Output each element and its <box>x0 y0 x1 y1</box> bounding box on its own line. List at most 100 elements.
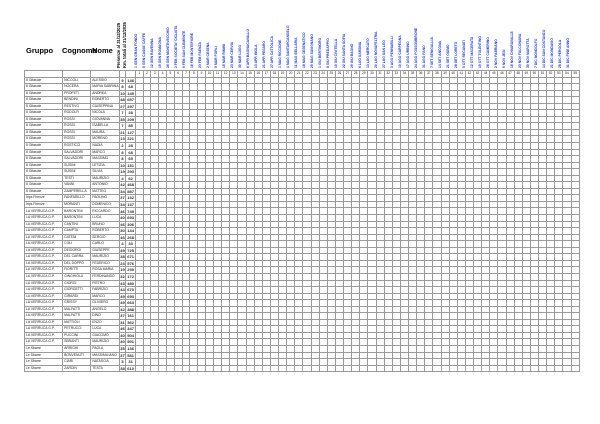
table-row: 8 Gitasole SUSINI LETIZIA 10 151 <box>23 161 580 170</box>
points-cell: 581 <box>125 351 136 360</box>
event-cell <box>570 122 580 130</box>
presenze-cell: 7 <box>118 122 127 130</box>
event-cell <box>416 364 426 373</box>
event-cell <box>173 364 183 373</box>
event-header: 7 SET SENIGALLIA <box>430 37 434 68</box>
name-cell: MATTEO <box>90 187 120 196</box>
event-cell <box>570 194 580 202</box>
event-cell <box>351 364 361 373</box>
event-cell <box>181 364 191 373</box>
event-header: 20 LUG NOVAFELTRIA <box>374 31 378 68</box>
points-cell: 587 <box>125 187 136 196</box>
group-cell: LA VERRUCA G.P. <box>23 240 64 248</box>
name-cell: LETIZIA <box>90 161 120 170</box>
event-header: 6 APR BAGNACAVALLO <box>246 28 250 68</box>
event-header: 1 MAG RICCIONE <box>278 39 282 68</box>
event-cell <box>277 364 288 373</box>
event-cell <box>204 364 215 373</box>
surname-header: Cognome <box>62 46 97 55</box>
name-cell: MARCO <box>90 148 120 157</box>
event-cell <box>570 142 580 150</box>
event-header: 4 MAG SANTARCANGELO <box>286 25 290 68</box>
event-header: 12 GEN RAVENNA <box>150 38 154 68</box>
table-row: 8 Gitasole SALVADORI MASSIMO 8 65 <box>23 155 580 163</box>
event-cell <box>204 214 215 222</box>
event-cell <box>570 364 580 373</box>
event-cell <box>562 364 572 373</box>
presenze-cell: 23 <box>118 259 127 268</box>
event-cell <box>204 155 215 163</box>
points-cell: 504 <box>125 331 136 340</box>
event-cell <box>562 194 572 202</box>
event-header: 6 GEN CASSE CAFFE <box>142 32 146 68</box>
table-row: Inps Firenze MORANTI DOMENICO 34 137 <box>23 200 580 209</box>
event-header: 24 AGO FOSSOMBRONE <box>414 27 418 68</box>
event-cell <box>204 148 215 157</box>
name-cell: ANTONIO <box>90 181 120 189</box>
presenze-cell: 40 <box>118 331 127 340</box>
event-header: 19 OTT TOLENTINO <box>478 36 482 68</box>
event-header: 15 GIU CIVITELLA <box>334 38 338 68</box>
name-cell: MORENO <box>90 135 120 143</box>
points-cell: 127 <box>125 128 136 137</box>
event-header: 21 SET OSIMO <box>446 44 450 68</box>
surname-cell: ZARDIN <box>62 364 92 373</box>
table-row: LA VERRUCA G.P. COLI CARLO 4 33 <box>23 240 580 248</box>
event-cell <box>204 246 215 255</box>
name-cell: MAURA <box>90 128 120 137</box>
points-cell: 480 <box>125 279 136 288</box>
event-cell <box>134 364 144 373</box>
event-cell <box>166 364 175 373</box>
table-row: 8 Gitasole PROFETI ANDREA 10 149 <box>23 89 580 98</box>
table-row: Inps Firenze FANFARILLO PAOLINO 37 132 <box>23 194 580 202</box>
event-cell <box>302 364 312 373</box>
points-cell: 362 <box>125 318 136 327</box>
name-cell: ROBERTO <box>90 227 120 235</box>
event-cell <box>432 364 442 373</box>
group-cell: Le Sbarre <box>23 364 64 373</box>
points-cell: 151 <box>125 161 136 170</box>
name-cell: GIUSEPPE <box>90 246 120 255</box>
table-row: LA VERRUCA G.P. GINGHIOLA FERDINANDO 32 172 <box>23 272 580 281</box>
event-header: 28 SET LORETO <box>454 41 458 68</box>
event-header: 16 FEB MONTEFIORE <box>190 32 194 68</box>
event-header: 27 APR CATTOLICA <box>270 36 274 68</box>
event-header: 11 MAG BELLARIA <box>294 37 298 68</box>
event-cell <box>142 364 152 373</box>
name-cell: CARLO <box>90 240 120 248</box>
presenze-cell: 34 <box>118 187 127 196</box>
event-header: 16 MAR RIMINI <box>222 44 226 68</box>
group-cell: Inps Firenze <box>23 200 64 209</box>
group-cell: 8 Gitasole <box>23 168 64 176</box>
attendance-sheet: Gruppo Cognome Nome Presenze al 31/12/20… <box>23 6 580 410</box>
event-cell <box>562 122 572 130</box>
group-cell: 8 Gitasole <box>23 155 64 163</box>
event-cell <box>342 364 353 373</box>
event-cell <box>204 227 215 235</box>
points-cell: 388 <box>125 305 136 314</box>
presenze-cell: 42 <box>118 305 127 314</box>
presenze-cell: 31 <box>118 318 127 327</box>
event-cell <box>204 142 215 150</box>
table-row: 8 Gitasole ROSTICCI NADIA 2 28 <box>23 142 580 150</box>
attendance-table: 1 2 3 4 5 6 7 8 9 10 11 12 13 14 15 16 17 18 19 20 21 22 23 24 2… <box>23 70 580 373</box>
points-cell: 146 <box>125 76 136 85</box>
event-cell <box>562 181 572 189</box>
event-header: 26 OTT CAMERINO <box>486 37 490 68</box>
event-cell <box>513 364 523 373</box>
points-cell: 209 <box>125 115 136 124</box>
points-cell: 306 <box>125 220 136 229</box>
event-cell <box>489 364 499 373</box>
event-cell <box>570 246 580 255</box>
table-row: LA VERRUCA G.P. GIRARDI MARCO 49 693 <box>23 292 580 301</box>
event-cell <box>204 240 215 248</box>
points-cell: 297 <box>125 102 136 111</box>
event-cell <box>562 148 572 157</box>
event-cell <box>562 233 572 242</box>
event-cell <box>204 220 215 229</box>
group-cell: 8 Gitasole <box>23 181 64 189</box>
event-header: 13 APR IMOLA <box>254 44 258 68</box>
event-cell <box>221 364 231 373</box>
table-row: 8 Gitasole SUSINI SILVIA 19 293 <box>23 168 580 176</box>
group-cell: LA VERRUCA G.P. <box>23 233 64 242</box>
